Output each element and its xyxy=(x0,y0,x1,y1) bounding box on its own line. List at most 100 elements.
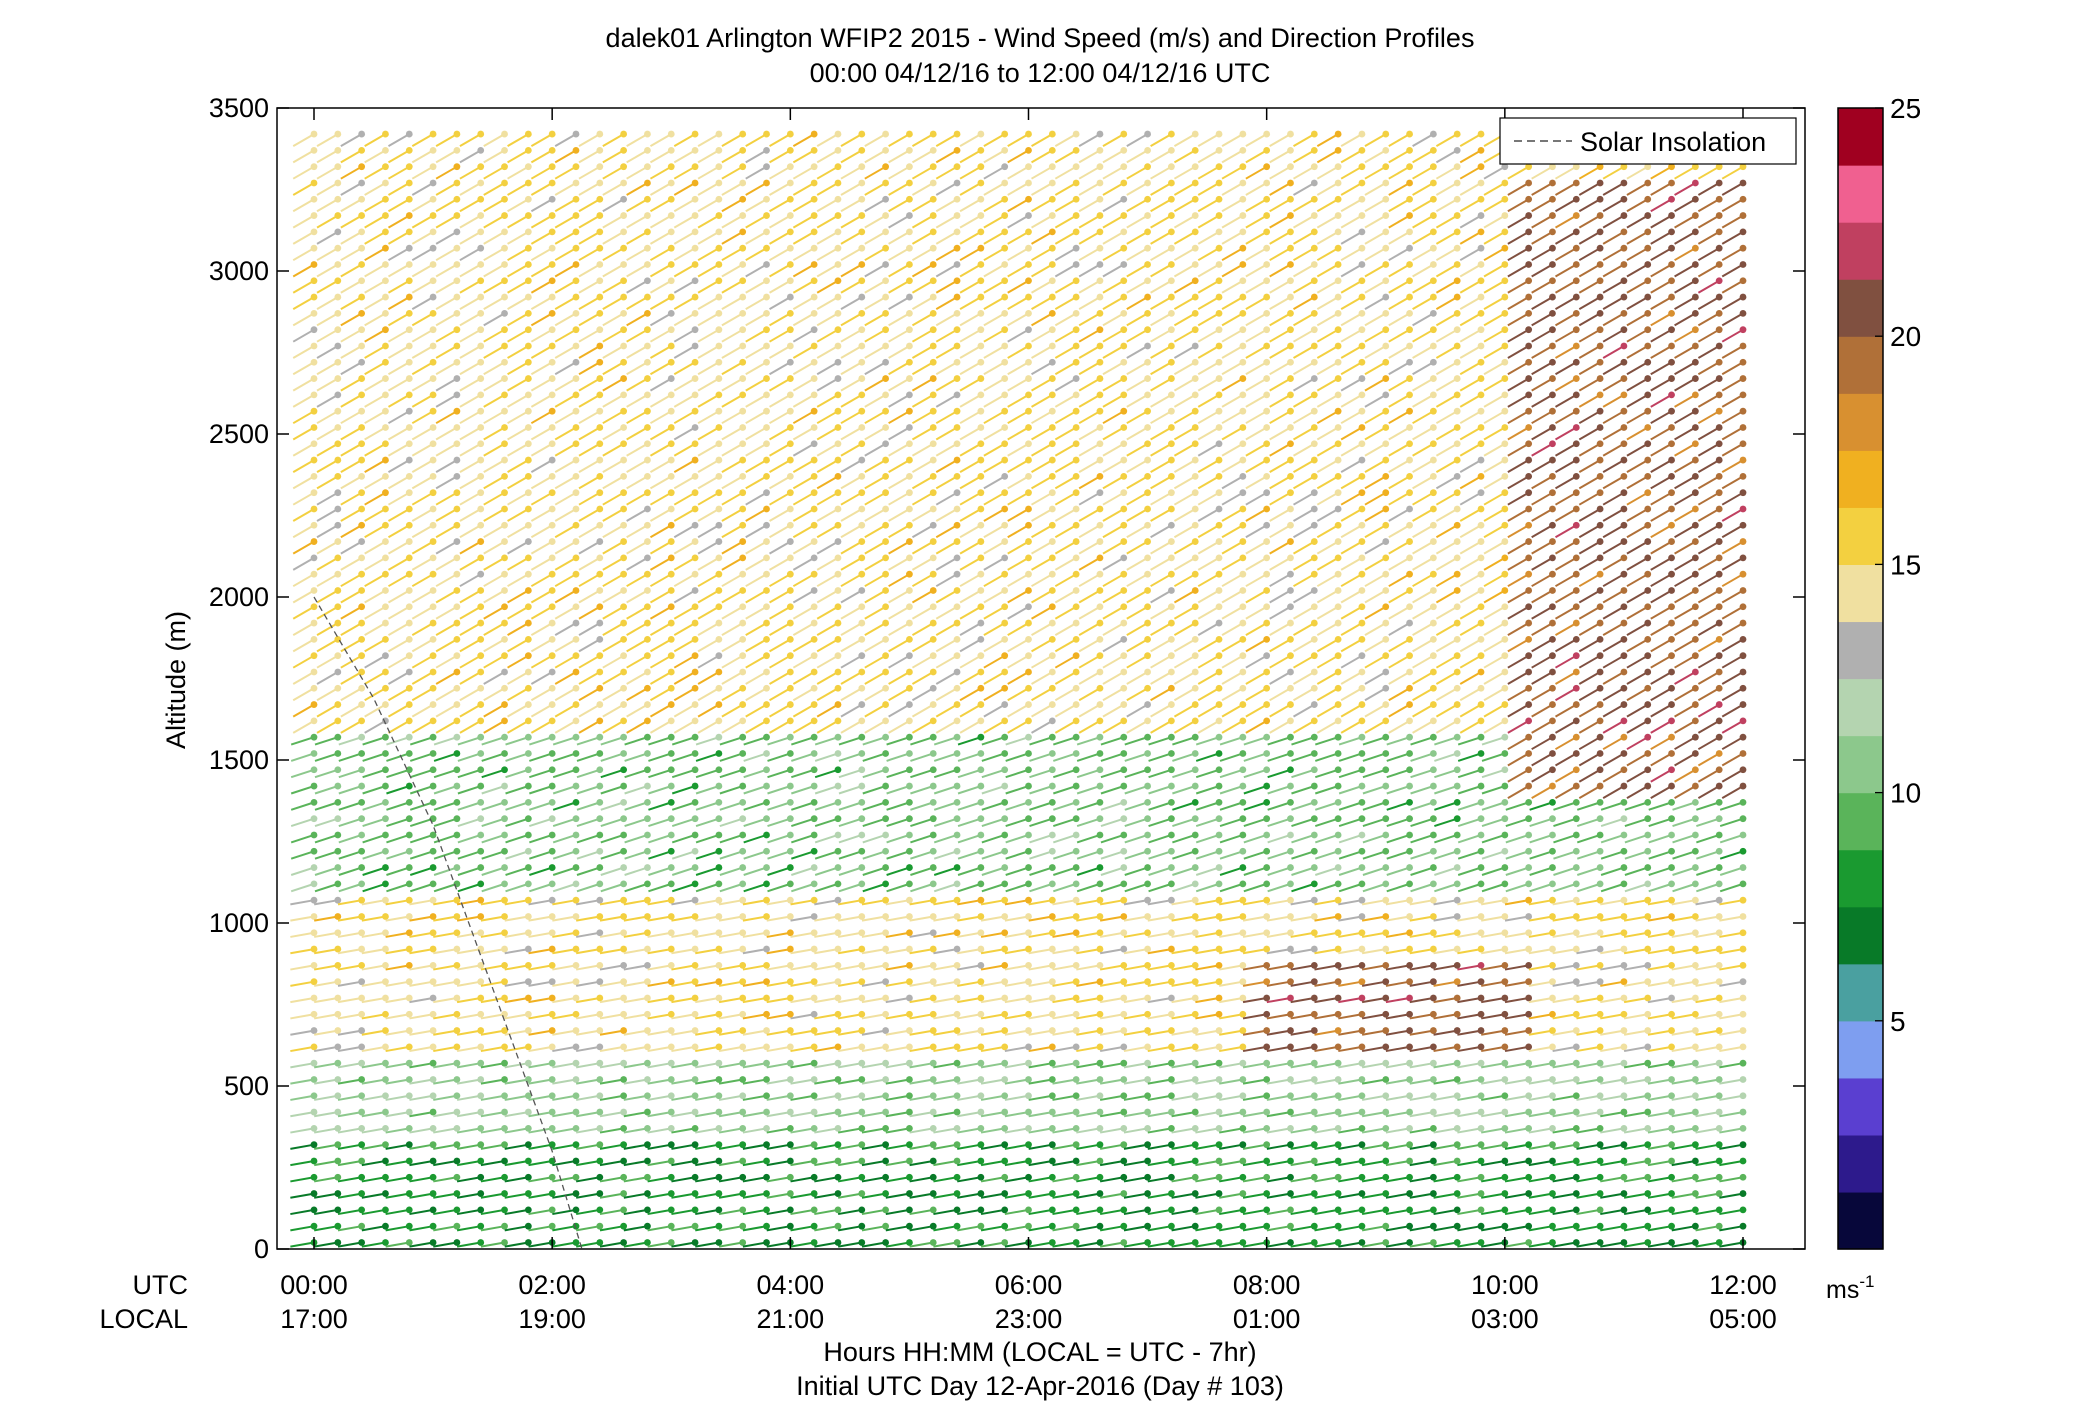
wind-barb-dot xyxy=(834,619,842,627)
wind-barb xyxy=(959,328,982,343)
wind-barb-dot xyxy=(358,391,366,399)
wind-barb-dot xyxy=(310,896,318,904)
wind-barb xyxy=(456,948,481,955)
wind-barb-dot xyxy=(1072,391,1080,399)
wind-barb-dot xyxy=(548,798,556,806)
wind-barb-dot xyxy=(667,896,675,904)
wind-barb xyxy=(411,573,434,588)
wind-barb xyxy=(507,459,529,473)
wind-barb xyxy=(910,866,934,876)
wind-barb xyxy=(1078,231,1101,245)
wind-barb xyxy=(599,1094,624,1101)
wind-barb xyxy=(1078,654,1101,669)
wind-barb-dot xyxy=(596,1141,604,1149)
wind-barb-dot xyxy=(1120,375,1128,382)
wind-barb-dot xyxy=(858,896,866,904)
wind-barb-dot xyxy=(1001,244,1009,252)
wind-barb xyxy=(790,1176,815,1183)
wind-barb-dot xyxy=(1144,163,1151,171)
wind-barb-dot xyxy=(1096,456,1104,464)
wind-barb-dot xyxy=(1120,130,1128,138)
wind-barb-dot xyxy=(763,766,770,774)
wind-barb xyxy=(1126,703,1149,718)
wind-barb-dot xyxy=(834,831,842,839)
wind-barb xyxy=(792,654,815,669)
wind-barb xyxy=(933,1192,958,1199)
wind-barb xyxy=(814,736,839,746)
wind-barb xyxy=(792,687,815,702)
wind-barb xyxy=(981,866,1005,876)
wind-barb xyxy=(387,361,410,376)
wind-barb-dot xyxy=(739,293,747,301)
wind-barb xyxy=(316,703,339,718)
wind-barb-dot xyxy=(1120,587,1128,594)
wind-barb-dot xyxy=(810,587,818,594)
wind-barb xyxy=(483,589,506,604)
wind-barb xyxy=(290,996,315,1004)
wind-barb-dot xyxy=(644,815,651,823)
wind-barb xyxy=(1054,377,1077,392)
wind-barb-dot xyxy=(1072,815,1080,823)
wind-barb-dot xyxy=(644,407,651,415)
wind-barb-dot xyxy=(1048,733,1056,741)
wind-barb xyxy=(364,361,386,376)
wind-barb xyxy=(480,1029,505,1036)
wind-barb-dot xyxy=(1025,195,1032,203)
wind-barb-dot xyxy=(453,358,461,366)
wind-barb xyxy=(959,279,982,294)
wind-barb xyxy=(911,557,934,571)
wind-barb-dot xyxy=(548,1059,556,1067)
wind-barb xyxy=(575,1013,600,1020)
wind-barb xyxy=(1147,1208,1172,1216)
wind-barb-dot xyxy=(786,212,794,219)
wind-barb-dot xyxy=(1144,668,1151,676)
wind-barb xyxy=(626,410,648,425)
wind-barb-dot xyxy=(1072,798,1080,806)
wind-barb xyxy=(504,1192,529,1199)
wind-barb-dot xyxy=(358,766,366,774)
wind-barb xyxy=(816,589,839,604)
wind-barb-dot xyxy=(715,1076,723,1083)
wind-barb xyxy=(1052,1045,1077,1053)
wind-barb xyxy=(671,1127,696,1134)
wind-barb-dot xyxy=(524,652,532,660)
wind-barb xyxy=(314,1111,338,1118)
wind-barb-dot xyxy=(667,701,675,708)
wind-barb-dot xyxy=(596,1222,604,1230)
wind-barb xyxy=(433,1159,458,1167)
wind-barb xyxy=(721,133,744,147)
wind-barb-dot xyxy=(644,195,651,203)
wind-barb xyxy=(888,508,910,522)
wind-barb xyxy=(290,817,315,828)
wind-barb xyxy=(885,980,910,987)
wind-barb-dot xyxy=(834,179,842,187)
wind-barb xyxy=(885,1143,910,1150)
wind-barb xyxy=(935,165,958,180)
wind-barb-dot xyxy=(763,277,770,285)
wind-barb xyxy=(840,654,863,669)
wind-barb xyxy=(456,1045,481,1053)
wind-barb-dot xyxy=(477,538,485,545)
wind-barb xyxy=(721,345,744,359)
wind-barb-dot xyxy=(334,326,342,334)
wind-barb-dot xyxy=(453,456,461,464)
wind-barb xyxy=(742,1062,767,1069)
wind-barb xyxy=(578,638,601,653)
wind-barb xyxy=(911,182,934,196)
wind-barb-dot xyxy=(524,864,532,871)
wind-barb-dot xyxy=(786,1222,794,1230)
wind-barb-dot xyxy=(477,1027,485,1034)
wind-barb xyxy=(433,834,458,844)
wind-barb-dot xyxy=(1120,913,1128,920)
wind-barb-dot xyxy=(453,847,461,855)
wind-barb-dot xyxy=(667,261,675,268)
wind-barb-dot xyxy=(501,961,508,969)
wind-barb xyxy=(435,426,458,441)
wind-barb-dot xyxy=(715,1141,723,1149)
wind-barb xyxy=(362,866,386,876)
wind-barb-dot xyxy=(501,146,508,154)
wind-barb-dot xyxy=(477,701,485,708)
wind-barb xyxy=(1028,1045,1053,1053)
wind-barb-dot xyxy=(1001,570,1009,578)
wind-barb-dot xyxy=(1120,146,1128,154)
